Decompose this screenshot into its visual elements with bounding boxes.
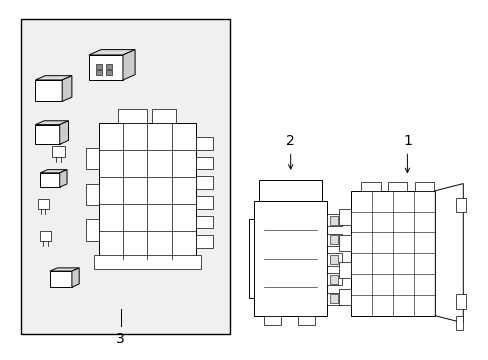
Polygon shape bbox=[89, 50, 135, 55]
Bar bbox=[259, 180, 322, 202]
Bar bbox=[329, 275, 338, 284]
Bar bbox=[40, 173, 60, 187]
Bar bbox=[361, 182, 380, 191]
Bar bbox=[99, 123, 196, 258]
Bar bbox=[118, 109, 147, 123]
Bar bbox=[329, 294, 338, 303]
Bar bbox=[96, 64, 102, 68]
Bar bbox=[152, 109, 176, 123]
Bar bbox=[326, 234, 341, 246]
Polygon shape bbox=[62, 76, 72, 102]
Bar bbox=[326, 214, 341, 226]
Bar bbox=[455, 316, 462, 330]
Bar bbox=[329, 255, 338, 264]
Bar bbox=[106, 70, 112, 75]
Text: 2: 2 bbox=[286, 134, 294, 148]
Polygon shape bbox=[35, 121, 68, 125]
Bar bbox=[326, 253, 341, 266]
Bar bbox=[339, 235, 351, 251]
Bar bbox=[89, 55, 122, 80]
Bar bbox=[35, 125, 60, 144]
Bar bbox=[94, 255, 201, 269]
Polygon shape bbox=[35, 76, 72, 80]
Text: 3: 3 bbox=[116, 332, 124, 346]
Polygon shape bbox=[50, 268, 79, 271]
Bar bbox=[297, 316, 314, 325]
Bar bbox=[329, 235, 338, 244]
Bar bbox=[339, 262, 351, 278]
Bar bbox=[326, 293, 341, 305]
Bar bbox=[196, 137, 212, 150]
Bar bbox=[455, 198, 465, 212]
Bar bbox=[196, 216, 212, 228]
Bar bbox=[35, 80, 62, 102]
Bar bbox=[351, 191, 434, 316]
Bar bbox=[264, 316, 281, 325]
Bar bbox=[339, 208, 351, 225]
Bar bbox=[339, 289, 351, 305]
Bar bbox=[21, 19, 229, 334]
Polygon shape bbox=[434, 184, 462, 323]
Bar bbox=[196, 235, 212, 248]
Polygon shape bbox=[60, 170, 67, 187]
Polygon shape bbox=[40, 170, 67, 173]
Text: 1: 1 bbox=[402, 134, 411, 148]
Polygon shape bbox=[72, 268, 79, 287]
Bar bbox=[196, 196, 212, 208]
Bar bbox=[455, 294, 465, 309]
Bar bbox=[86, 219, 99, 241]
Bar bbox=[106, 64, 112, 68]
Bar bbox=[50, 271, 72, 287]
Polygon shape bbox=[122, 50, 135, 80]
Bar bbox=[86, 148, 99, 169]
Bar bbox=[86, 184, 99, 205]
Bar bbox=[326, 273, 341, 285]
Bar bbox=[414, 182, 433, 191]
Bar bbox=[329, 216, 338, 225]
Bar bbox=[196, 157, 212, 169]
Bar bbox=[387, 182, 407, 191]
Bar bbox=[254, 202, 326, 316]
Bar bbox=[38, 199, 48, 208]
Bar bbox=[96, 70, 102, 75]
Polygon shape bbox=[60, 121, 68, 144]
Bar bbox=[196, 176, 212, 189]
Bar bbox=[52, 146, 64, 157]
Bar bbox=[40, 231, 51, 241]
